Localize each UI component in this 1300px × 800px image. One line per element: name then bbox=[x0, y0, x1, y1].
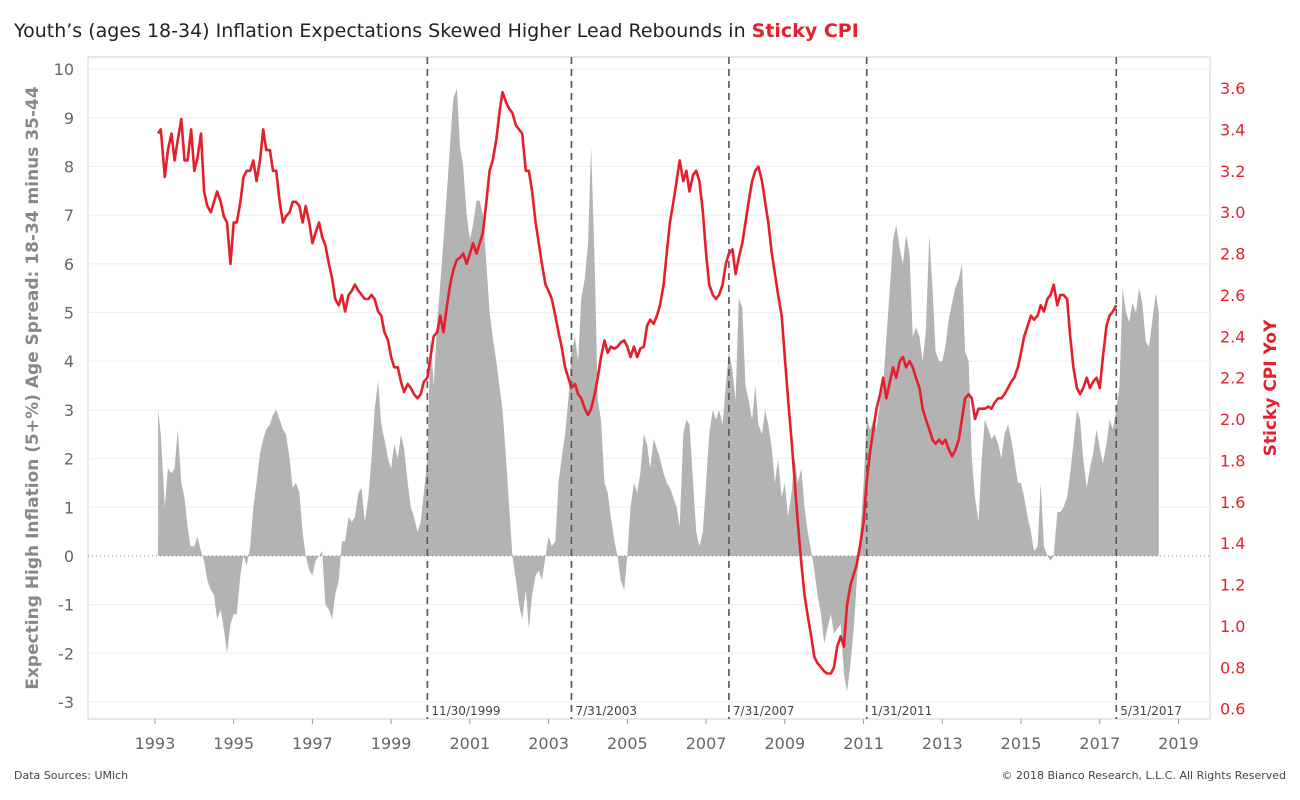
y-tick-left: 8 bbox=[64, 158, 74, 177]
x-tick: 2011 bbox=[843, 734, 884, 753]
series-line-sticky-cpi bbox=[157, 90, 1118, 675]
vertical-marker-label: 1/31/2011 bbox=[871, 704, 933, 718]
y-tick-right: 1.2 bbox=[1220, 576, 1245, 595]
y-tick-right: 1.4 bbox=[1220, 534, 1245, 553]
y-tick-right: 3.6 bbox=[1220, 79, 1245, 98]
y-tick-right: 0.6 bbox=[1220, 700, 1245, 719]
y-tick-right: 2.2 bbox=[1220, 369, 1245, 388]
y-tick-right: 3.0 bbox=[1220, 203, 1245, 222]
chart-title: Youth’s (ages 18-34) Inflation Expectati… bbox=[14, 20, 859, 42]
y-tick-right: 2.4 bbox=[1220, 327, 1245, 346]
y-tick-left: 3 bbox=[64, 401, 74, 420]
y-tick-left: 5 bbox=[64, 304, 74, 323]
y-tick-left: 10 bbox=[54, 60, 74, 79]
x-tick: 2005 bbox=[607, 734, 648, 753]
x-tick: 2017 bbox=[1079, 734, 1120, 753]
x-tick: 2013 bbox=[922, 734, 963, 753]
vertical-marker-label: 5/31/2017 bbox=[1120, 704, 1182, 718]
y-tick-left: -1 bbox=[58, 596, 74, 615]
vertical-marker-label: 7/31/2003 bbox=[575, 704, 637, 718]
y-tick-left: 6 bbox=[64, 255, 74, 274]
y-tick-right: 0.8 bbox=[1220, 658, 1245, 677]
series-area-age-spread bbox=[158, 88, 1159, 693]
x-tick: 2015 bbox=[1001, 734, 1042, 753]
y-tick-right: 1.8 bbox=[1220, 451, 1245, 470]
y-tick-left: 2 bbox=[64, 450, 74, 469]
x-tick: 1997 bbox=[292, 734, 333, 753]
x-tick: 2009 bbox=[764, 734, 805, 753]
x-tick: 1999 bbox=[371, 734, 412, 753]
x-tick: 1993 bbox=[135, 734, 176, 753]
x-tick: 2019 bbox=[1158, 734, 1199, 753]
title-highlight: Sticky CPI bbox=[751, 20, 859, 42]
y-tick-left: 0 bbox=[64, 547, 74, 566]
y-tick-right: 2.0 bbox=[1220, 410, 1245, 429]
y-tick-left: 1 bbox=[64, 498, 74, 517]
y-tick-left: 4 bbox=[64, 352, 74, 371]
y-tick-left: 9 bbox=[64, 109, 74, 128]
title-main: Youth’s (ages 18-34) Inflation Expectati… bbox=[14, 20, 752, 42]
y-tick-right: 2.8 bbox=[1220, 245, 1245, 264]
vertical-marker-label: 11/30/1999 bbox=[431, 704, 500, 718]
vertical-marker-label: 7/31/2007 bbox=[733, 704, 795, 718]
y-tick-right: 3.4 bbox=[1220, 120, 1245, 139]
y-axis-label-right: Sticky CPI YoY bbox=[1261, 319, 1281, 456]
y-tick-right: 2.6 bbox=[1220, 286, 1245, 305]
y-tick-left: -2 bbox=[58, 644, 74, 663]
x-tick: 1995 bbox=[213, 734, 254, 753]
y-tick-left: 7 bbox=[64, 206, 74, 225]
copyright: © 2018 Bianco Research, L.L.C. All Right… bbox=[1001, 769, 1286, 782]
y-tick-left: -3 bbox=[58, 693, 74, 712]
y-tick-right: 1.6 bbox=[1220, 493, 1245, 512]
y-tick-right: 1.0 bbox=[1220, 617, 1245, 636]
x-tick: 2001 bbox=[450, 734, 491, 753]
x-tick: 2003 bbox=[528, 734, 569, 753]
data-source: Data Sources: UMich bbox=[14, 769, 129, 782]
plot-frame bbox=[87, 56, 1211, 720]
y-axis-label-left: Expecting High Inflation (5+%) Age Sprea… bbox=[23, 86, 43, 690]
y-tick-right: 3.2 bbox=[1220, 162, 1245, 181]
x-tick: 2007 bbox=[686, 734, 727, 753]
